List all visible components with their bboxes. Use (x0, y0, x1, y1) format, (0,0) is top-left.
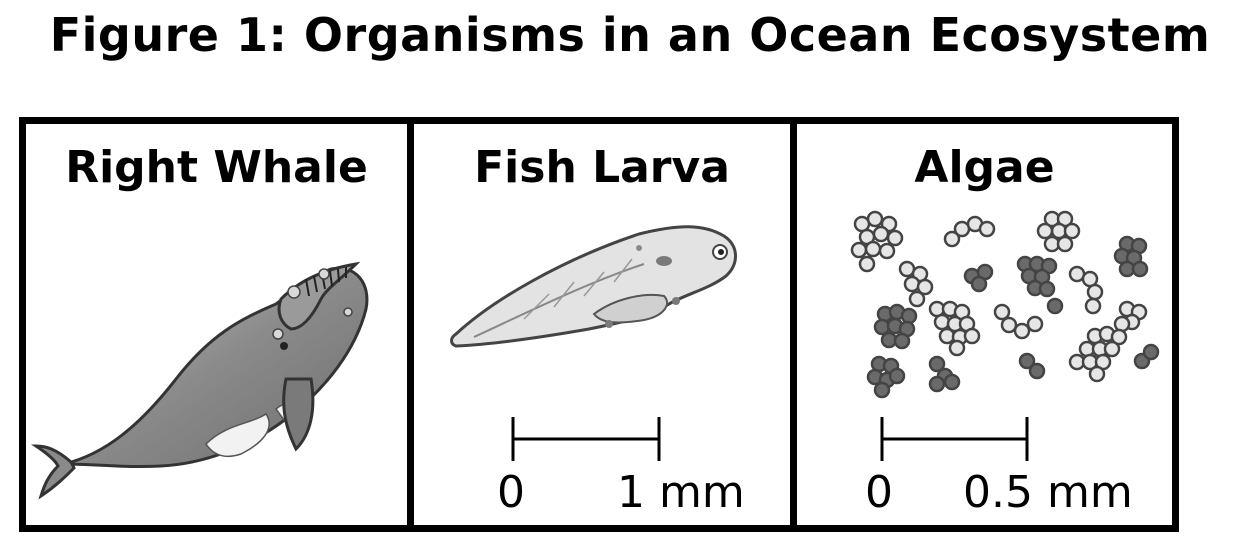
scale-end-label: 0.5 mm (963, 467, 1133, 518)
scale-bar (880, 417, 1029, 461)
panel-fish-larva: Fish Larva (414, 124, 790, 525)
panels-frame: Right Whale (19, 117, 1179, 532)
scale-start-label: 0 (497, 467, 525, 518)
scale-bar (511, 417, 661, 461)
figure-title: Figure 1: Organisms in an Ocean Ecosyste… (49, 8, 1211, 62)
panel-right-whale: Right Whale (26, 124, 407, 525)
panel-algae: Algae (797, 124, 1172, 525)
panel-divider (407, 124, 414, 525)
scale-end-label: 1 mm (617, 467, 745, 518)
algae-illustration (850, 210, 1160, 461)
panel-title: Right Whale (65, 142, 368, 193)
panel-title: Algae (914, 142, 1055, 193)
scale-start-label: 0 (865, 467, 893, 518)
fish-larva-illustration (450, 225, 737, 461)
panel-title: Fish Larva (474, 142, 730, 193)
right-whale-illustration (31, 261, 369, 500)
panel-divider (790, 124, 797, 525)
